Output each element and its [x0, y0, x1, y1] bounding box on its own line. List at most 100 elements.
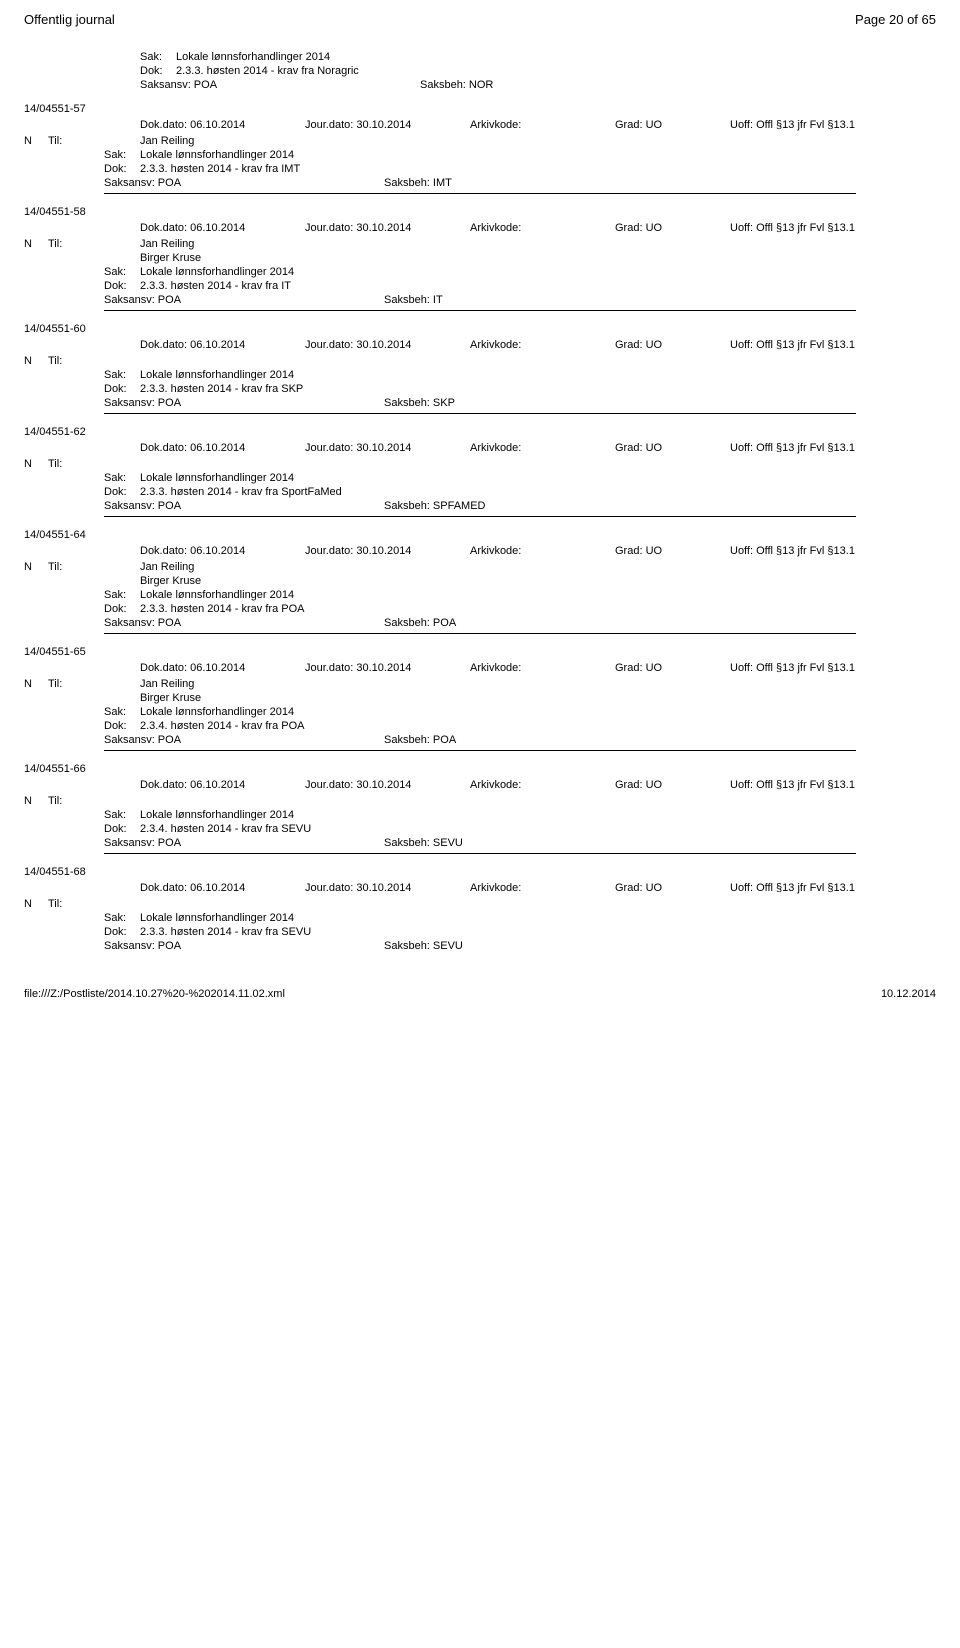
sak-row: Sak: Lokale lønnsforhandlinger 2014: [24, 589, 936, 601]
til-value: Jan Reiling: [140, 561, 936, 573]
til-label: Til:: [48, 561, 140, 573]
dok-dato: Dok.dato: 06.10.2014: [140, 222, 305, 234]
arkivkode: Arkivkode:: [470, 545, 615, 557]
journal-entry: 14/04551-58 Dok.dato: 06.10.2014 Jour.da…: [24, 206, 936, 311]
til-label: Til:: [48, 135, 140, 147]
dok-dato: Dok.dato: 06.10.2014: [140, 662, 305, 674]
jour-dato: Jour.dato: 30.10.2014: [305, 119, 470, 131]
dok-label: Dok:: [104, 720, 140, 732]
journal-entry: Sak: Lokale lønnsforhandlinger 2014 Dok:…: [24, 51, 936, 194]
journal-entry: 14/04551-65 Dok.dato: 06.10.2014 Jour.da…: [24, 646, 936, 751]
sak-label: Sak:: [104, 472, 140, 484]
dok-label: Dok:: [104, 383, 140, 395]
header-left: Offentlig journal: [24, 12, 115, 27]
sak-value: Lokale lønnsforhandlinger 2014: [140, 912, 294, 924]
saksansv-value: Saksansv: POA: [104, 734, 384, 746]
sak-row: Sak: Lokale lønnsforhandlinger 2014: [24, 706, 936, 718]
saks-row: Saksansv: POA Saksbeh: SPFAMED: [24, 500, 936, 512]
saksansv-value: Saksansv: POA: [104, 500, 384, 512]
saksbeh-value: Saksbeh: SEVU: [384, 837, 936, 849]
saksansv-value: Saksansv: POA: [104, 617, 384, 629]
entry-divider: [104, 310, 856, 311]
sak-label: Sak:: [140, 51, 176, 63]
grad: Grad: UO: [615, 222, 730, 234]
uoff: Uoff: Offl §13 jfr Fvl §13.1: [730, 222, 936, 234]
til-label: Til:: [48, 795, 140, 807]
til-row: N Til:: [24, 355, 936, 367]
type-n: [24, 692, 48, 704]
dok-value: 2.3.3. høsten 2014 - krav fra IT: [140, 280, 291, 292]
dok-value: 2.3.3. høsten 2014 - krav fra POA: [140, 603, 304, 615]
til-value: Birger Kruse: [140, 692, 936, 704]
dok-dato: Dok.dato: 06.10.2014: [140, 339, 305, 351]
entry-divider: [104, 750, 856, 751]
uoff: Uoff: Offl §13 jfr Fvl §13.1: [730, 339, 936, 351]
saksbeh-value: Saksbeh: IT: [384, 294, 936, 306]
til-label: [48, 692, 140, 704]
arkivkode: Arkivkode:: [470, 119, 615, 131]
dok-row: Dok: 2.3.3. høsten 2014 - krav fra Sport…: [24, 486, 936, 498]
saksbeh-value: Saksbeh: NOR: [420, 79, 936, 91]
saksansv-value: Saksansv: POA: [104, 397, 384, 409]
jour-dato: Jour.dato: 30.10.2014: [305, 222, 470, 234]
page-header: Offentlig journal Page 20 of 65: [24, 12, 936, 27]
sak-label: Sak:: [104, 589, 140, 601]
dok-dato: Dok.dato: 06.10.2014: [140, 882, 305, 894]
entry-divider: [104, 633, 856, 634]
til-label: Til:: [48, 678, 140, 690]
dok-label: Dok:: [104, 163, 140, 175]
uoff: Uoff: Offl §13 jfr Fvl §13.1: [730, 662, 936, 674]
grad: Grad: UO: [615, 779, 730, 791]
case-number: 14/04551-68: [24, 866, 936, 878]
til-row: N Til: Jan Reiling: [24, 678, 936, 690]
dok-row: Dok: 2.3.3. høsten 2014 - krav fra IMT: [24, 163, 936, 175]
til-row: Birger Kruse: [24, 692, 936, 704]
uoff: Uoff: Offl §13 jfr Fvl §13.1: [730, 119, 936, 131]
sak-row: Sak: Lokale lønnsforhandlinger 2014: [24, 912, 936, 924]
dok-dato: Dok.dato: 06.10.2014: [140, 442, 305, 454]
til-row: N Til:: [24, 898, 936, 910]
footer-left: file:///Z:/Postliste/2014.10.27%20-%2020…: [24, 988, 285, 1000]
dok-label: Dok:: [104, 823, 140, 835]
sak-label: Sak:: [104, 266, 140, 278]
arkivkode: Arkivkode:: [470, 662, 615, 674]
case-number: 14/04551-58: [24, 206, 936, 218]
entry-divider: [104, 516, 856, 517]
meta-row: Dok.dato: 06.10.2014 Jour.dato: 30.10.20…: [24, 339, 936, 351]
case-number: 14/04551-65: [24, 646, 936, 658]
sak-label: Sak:: [104, 706, 140, 718]
dok-row: Dok: 2.3.4. høsten 2014 - krav fra POA: [24, 720, 936, 732]
saksbeh-value: Saksbeh: IMT: [384, 177, 936, 189]
meta-row: Dok.dato: 06.10.2014 Jour.dato: 30.10.20…: [24, 779, 936, 791]
type-n: N: [24, 238, 48, 250]
sak-label: Sak:: [104, 809, 140, 821]
arkivkode: Arkivkode:: [470, 339, 615, 351]
type-n: N: [24, 135, 48, 147]
type-n: N: [24, 795, 48, 807]
dok-row: Dok: 2.3.3. høsten 2014 - krav fra SKP: [24, 383, 936, 395]
footer-right: 10.12.2014: [881, 988, 936, 1000]
dok-row: Dok: 2.3.3. høsten 2014 - krav fra IT: [24, 280, 936, 292]
journal-entry: 14/04551-62 Dok.dato: 06.10.2014 Jour.da…: [24, 426, 936, 517]
saks-row: Saksansv: POA Saksbeh: SEVU: [24, 837, 936, 849]
saksbeh-value: Saksbeh: SKP: [384, 397, 936, 409]
sak-row: Sak: Lokale lønnsforhandlinger 2014: [24, 369, 936, 381]
grad: Grad: UO: [615, 882, 730, 894]
til-label: Til:: [48, 458, 140, 470]
entry-top-block: Sak: Lokale lønnsforhandlinger 2014 Dok:…: [24, 51, 936, 91]
dok-value: 2.3.3. høsten 2014 - krav fra SportFaMed: [140, 486, 342, 498]
uoff: Uoff: Offl §13 jfr Fvl §13.1: [730, 779, 936, 791]
saks-row: Saksansv: POA Saksbeh: IMT: [24, 177, 936, 189]
sak-row: Sak: Lokale lønnsforhandlinger 2014: [24, 809, 936, 821]
saks-row: Saksansv: POA Saksbeh: IT: [24, 294, 936, 306]
jour-dato: Jour.dato: 30.10.2014: [305, 442, 470, 454]
saksansv-value: Saksansv: POA: [140, 79, 420, 91]
til-value: [140, 795, 936, 807]
uoff: Uoff: Offl §13 jfr Fvl §13.1: [730, 882, 936, 894]
til-value: [140, 458, 936, 470]
jour-dato: Jour.dato: 30.10.2014: [305, 545, 470, 557]
case-number: 14/04551-62: [24, 426, 936, 438]
entry-divider: [104, 853, 856, 854]
arkivkode: Arkivkode:: [470, 779, 615, 791]
dok-dato: Dok.dato: 06.10.2014: [140, 545, 305, 557]
